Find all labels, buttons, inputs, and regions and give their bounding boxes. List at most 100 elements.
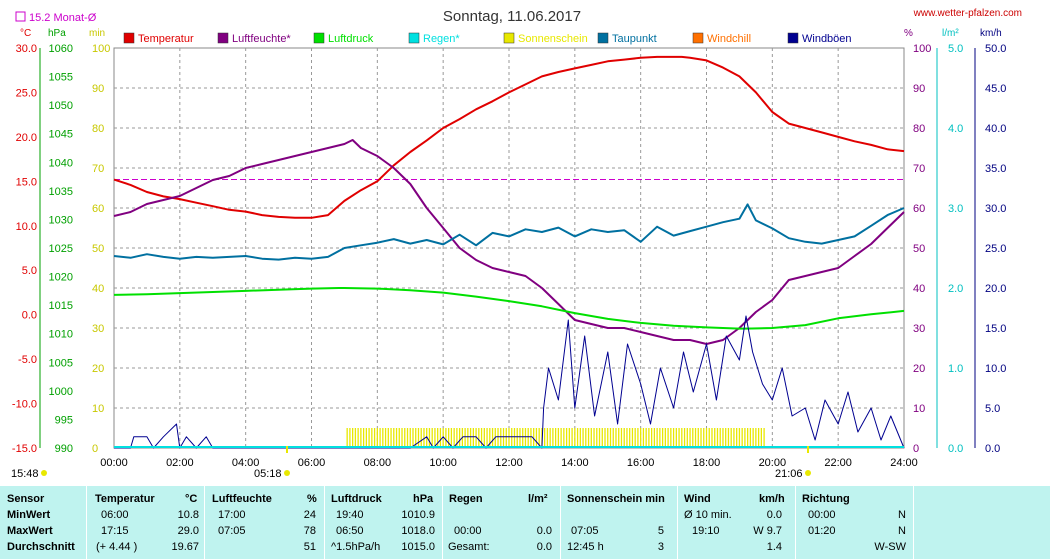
sunrise-icon xyxy=(284,470,290,476)
tick-label-hum: 50 xyxy=(913,243,925,255)
x-tick-label: 02:00 xyxy=(166,457,194,469)
hdr-temp-unit: °C xyxy=(185,493,198,505)
tick-label-wind: 10.0 xyxy=(985,363,1006,375)
x-tick-label: 10:00 xyxy=(429,457,457,469)
row-max-wind-time: 19:10 xyxy=(692,525,720,537)
tick-label-pressure: 1040 xyxy=(49,157,73,169)
tick-label-rain: 5.0 xyxy=(948,43,963,55)
tick-label-wind: 5.0 xyxy=(985,403,1000,415)
tick-label-sun: 30 xyxy=(92,323,104,335)
hdr-sensor: Sensor xyxy=(7,493,45,505)
unit-hum: % xyxy=(904,28,913,39)
x-tick-label: 08:00 xyxy=(364,457,392,469)
row-max-rain-time: 00:00 xyxy=(454,525,482,537)
tick-label-temp: 5.0 xyxy=(22,265,37,277)
x-tick-label: 14:00 xyxy=(561,457,589,469)
tick-label-temp: 25.0 xyxy=(16,87,37,99)
legend-label: Sonnenschein xyxy=(518,33,588,45)
row-min-press-val: 1010.9 xyxy=(401,509,435,521)
tick-label-temp: 10.0 xyxy=(16,221,37,233)
left-sun-icon xyxy=(41,470,47,476)
row-min-wind-time: Ø 10 min. xyxy=(684,509,732,521)
tick-label-wind: 45.0 xyxy=(985,83,1006,95)
row-min-dir-time: 00:00 xyxy=(808,509,836,521)
row-max-wind-val: W 9.7 xyxy=(753,525,782,537)
hdr-press-unit: hPa xyxy=(413,493,434,505)
legend-label: Taupunkt xyxy=(612,33,657,45)
tick-label-rain: 3.0 xyxy=(948,203,963,215)
tick-label-wind: 50.0 xyxy=(985,43,1006,55)
hdr-sun: Sonnenschein min xyxy=(567,493,665,505)
row-avg-press-val: 1015.0 xyxy=(401,541,435,553)
series-taupunkt xyxy=(113,203,905,261)
legend-swatch xyxy=(408,32,420,44)
row-avg-rain-val: 0.0 xyxy=(536,541,552,553)
tick-label-rain: 0.0 xyxy=(948,443,963,455)
tick-label-wind: 30.0 xyxy=(985,203,1006,215)
legend-label: Luftdruck xyxy=(328,33,374,45)
monthly-avg-label: 15.2 Monat-Ø xyxy=(29,12,97,24)
tick-label-wind: 20.0 xyxy=(985,283,1006,295)
tick-label-temp: 30.0 xyxy=(16,43,37,55)
tick-label-hum: 70 xyxy=(913,163,925,175)
tick-label-sun: 0 xyxy=(92,443,98,455)
tick-label-wind: 0.0 xyxy=(985,443,1000,455)
sunrise-label: 05:18 xyxy=(254,468,282,480)
tick-label-pressure: 1030 xyxy=(49,214,73,226)
legend-label: Windchill xyxy=(707,33,751,45)
row-avg-temp-time: (+ 4.44 ) xyxy=(96,541,138,553)
row-min-hum-time: 17:00 xyxy=(218,509,246,521)
legend-swatch xyxy=(313,32,325,44)
hdr-hum-unit: % xyxy=(307,493,317,505)
series-luftfeuchte xyxy=(113,139,905,345)
hdr-rain: Regen xyxy=(449,493,483,505)
legend: Temperatur Luftfeuchte* Luftdruck Regen* Son… xyxy=(123,32,852,45)
row-max-dir-val: N xyxy=(898,525,906,537)
x-tick-label: 00:00 xyxy=(100,457,128,469)
tick-label-rain: 2.0 xyxy=(948,283,963,295)
x-tick-label: 20:00 xyxy=(759,457,787,469)
row-avg-wind-val: 1.4 xyxy=(766,541,782,553)
tick-label-pressure: 1015 xyxy=(49,300,73,312)
legend-swatch xyxy=(123,32,135,44)
tick-label-wind: 25.0 xyxy=(985,243,1006,255)
tick-label-pressure: 990 xyxy=(55,443,73,455)
unit-rain: l/m² xyxy=(942,28,959,39)
tick-label-temp: -5.0 xyxy=(18,354,37,366)
unit-sun: min xyxy=(89,28,105,39)
hdr-wind-unit: km/h xyxy=(759,493,785,505)
sunshine-bars xyxy=(346,428,765,448)
legend-label: Luftfeuchte* xyxy=(232,33,291,45)
chart-title: Sonntag, 11.06.2017 xyxy=(443,8,581,25)
row-min-label: MinWert xyxy=(7,509,51,521)
tick-label-sun: 90 xyxy=(92,83,104,95)
legend-swatch xyxy=(787,32,799,44)
tick-label-temp: 20.0 xyxy=(16,132,37,144)
tick-label-temp: -15.0 xyxy=(12,443,37,455)
tick-label-hum: 20 xyxy=(913,363,925,375)
tick-label-hum: 60 xyxy=(913,203,925,215)
tick-label-wind: 40.0 xyxy=(985,123,1006,135)
row-avg-sun-time: 12:45 h xyxy=(567,541,604,553)
legend-swatch xyxy=(692,32,704,44)
tick-label-sun: 100 xyxy=(92,43,110,55)
row-max-sun-time: 07:05 xyxy=(571,525,599,537)
tick-label-pressure: 995 xyxy=(55,414,73,426)
tick-label-hum: 100 xyxy=(913,43,931,55)
x-tick-label: 04:00 xyxy=(232,457,260,469)
row-max-hum-val: 78 xyxy=(303,525,316,537)
tick-label-hum: 0 xyxy=(913,443,919,455)
legend-swatch xyxy=(597,32,609,44)
sunset-marker xyxy=(807,446,809,453)
unit-temp: °C xyxy=(20,28,31,39)
row-min-press-time: 19:40 xyxy=(336,509,364,521)
grid xyxy=(114,48,904,448)
unit-pressure: hPa xyxy=(48,28,66,39)
tick-label-pressure: 1050 xyxy=(49,100,73,112)
row-avg-label: Durchschnitt xyxy=(7,541,75,553)
tick-label-sun: 20 xyxy=(92,363,104,375)
x-tick-label: 24:00 xyxy=(890,457,918,469)
tick-label-wind: 35.0 xyxy=(985,163,1006,175)
tick-label-sun: 80 xyxy=(92,123,104,135)
x-axis-ticks: 00:00 02:00 04:00 06:00 08:00 10:00 12:00 14:00… xyxy=(100,457,918,469)
